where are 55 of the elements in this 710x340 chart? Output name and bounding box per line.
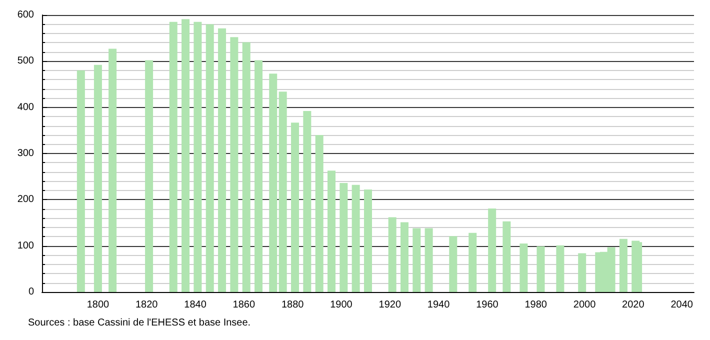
x-tick-label: 1920 bbox=[378, 300, 402, 310]
bar bbox=[269, 74, 278, 292]
bar bbox=[388, 217, 396, 292]
bar bbox=[449, 236, 458, 292]
bar bbox=[94, 64, 102, 292]
y-tick-label: 400 bbox=[17, 102, 34, 113]
bar bbox=[230, 37, 238, 292]
bar bbox=[502, 221, 511, 292]
bar bbox=[194, 22, 202, 292]
source-note: Sources : base Cassini de l'EHESS et base Insee. bbox=[28, 318, 251, 328]
y-tick-label: 500 bbox=[17, 56, 34, 67]
bar bbox=[169, 22, 178, 292]
x-tick-label: 1840 bbox=[184, 300, 207, 310]
bar bbox=[145, 60, 154, 292]
y-tick-label: 300 bbox=[17, 148, 34, 159]
bar bbox=[303, 111, 312, 292]
bar bbox=[424, 228, 433, 292]
bar bbox=[108, 48, 117, 292]
x-tick-label: 1820 bbox=[135, 300, 158, 310]
bar bbox=[242, 42, 250, 292]
bar bbox=[328, 170, 336, 292]
y-tick-label: 0 bbox=[28, 286, 34, 298]
x-tick-label: 1800 bbox=[86, 300, 110, 310]
bar bbox=[364, 190, 372, 292]
bar bbox=[76, 70, 85, 292]
y-tick-label: 600 bbox=[17, 10, 34, 20]
x-tick-label: 1960 bbox=[476, 300, 499, 310]
bar bbox=[218, 28, 226, 292]
x-tick-label: 1940 bbox=[427, 300, 450, 310]
bar bbox=[556, 245, 564, 292]
bar bbox=[206, 24, 214, 292]
bar bbox=[412, 228, 421, 292]
x-tick-label: 1980 bbox=[524, 300, 548, 310]
bar bbox=[340, 183, 348, 292]
x-tick-label: 2000 bbox=[573, 300, 596, 310]
bar bbox=[182, 19, 190, 292]
bar bbox=[352, 184, 360, 292]
bar bbox=[468, 232, 477, 292]
x-tick-label: 1900 bbox=[330, 300, 353, 310]
bar bbox=[520, 244, 528, 292]
x-tick-label: 1860 bbox=[232, 300, 256, 310]
bar bbox=[619, 238, 628, 292]
bar bbox=[578, 253, 586, 292]
y-tick-label: 100 bbox=[17, 240, 34, 252]
y-tick-label: 200 bbox=[17, 194, 34, 206]
bar bbox=[488, 208, 496, 292]
bar bbox=[278, 92, 287, 292]
bar bbox=[254, 60, 263, 292]
x-tick-label: 1880 bbox=[281, 300, 304, 310]
bar bbox=[315, 135, 324, 292]
x-tick-label: 2040 bbox=[670, 300, 694, 310]
bar bbox=[291, 122, 300, 292]
bar bbox=[536, 246, 545, 292]
x-tick-label: 2020 bbox=[622, 300, 645, 310]
bar bbox=[400, 222, 408, 292]
